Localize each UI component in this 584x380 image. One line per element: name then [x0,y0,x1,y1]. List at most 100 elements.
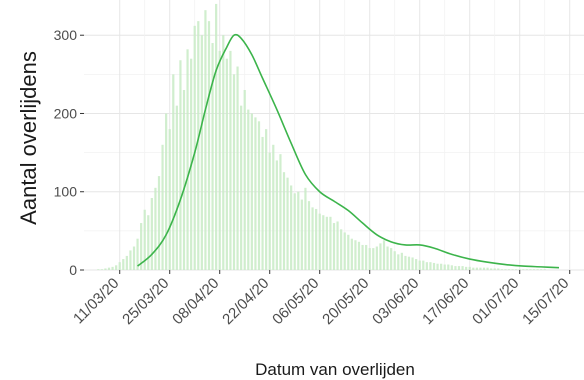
daily-bar [350,238,353,270]
daily-bar [372,248,375,270]
daily-bar [390,248,393,270]
daily-bar [375,246,378,270]
daily-bar [497,268,500,270]
daily-bar [197,21,200,271]
daily-bar [225,58,228,271]
daily-bar [532,269,536,270]
daily-bar [472,267,475,270]
daily-bar [418,260,421,270]
daily-bar [147,215,150,270]
x-tick-label: 01/07/20 [469,275,522,328]
daily-bar [425,262,428,270]
daily-bar [279,154,282,270]
daily-bar [404,255,407,270]
daily-bar [300,199,303,270]
daily-bar [204,10,207,270]
daily-bar [475,267,478,270]
daily-bar [250,113,253,270]
daily-bar [168,129,171,270]
daily-bar [386,246,389,270]
daily-bar [482,267,486,270]
daily-bar [297,191,300,270]
daily-bar [222,35,225,270]
daily-bar [325,216,328,270]
daily-bar [332,223,336,270]
daily-bar [129,250,132,270]
daily-bar [343,232,346,270]
daily-bar [543,269,546,270]
daily-bar [265,129,268,270]
x-axis: 11/03/2025/03/2008/04/2022/04/2006/05/20… [70,270,573,328]
daily-bar [304,187,307,270]
daily-bar [186,49,189,270]
daily-bar [193,25,196,271]
daily-bar [318,213,321,270]
daily-bar [329,216,332,270]
daily-bar [282,172,286,270]
daily-bar [240,105,243,270]
daily-bar [357,241,361,270]
daily-bar [236,66,239,271]
daily-bar [268,152,271,270]
daily-bar [536,269,539,270]
x-tick-label: 22/04/20 [219,275,272,328]
daily-bar [393,251,396,270]
daily-bar [368,248,371,270]
daily-bar [397,254,400,270]
daily-bar [340,229,343,270]
daily-bar [107,267,111,270]
daily-bar [215,3,218,270]
daily-bar [461,266,464,270]
daily-bar [522,269,525,270]
daily-bar [422,260,425,270]
x-tick-label: 20/05/20 [319,275,372,328]
daily-bar [525,269,528,270]
daily-bar [254,117,257,271]
x-tick-label: 15/07/20 [519,275,572,328]
daily-bar [165,113,168,270]
daily-bar [136,238,139,270]
daily-bar [436,263,439,270]
daily-bar [504,269,507,270]
x-tick-label: 03/06/20 [369,275,422,328]
daily-bar [411,257,414,270]
daily-bar [229,50,232,270]
daily-bar [97,269,100,270]
daily-bar [529,269,532,270]
daily-bar [243,90,246,270]
daily-bar [275,160,278,270]
daily-bar [232,74,236,270]
daily-bar [486,267,489,270]
bars-layer [97,3,546,271]
daily-bar [515,269,518,270]
y-tick-label: 0 [69,262,77,278]
daily-bar [257,121,261,270]
x-tick-label: 06/05/20 [269,275,322,328]
daily-bar [450,265,453,270]
daily-bar [465,266,468,270]
y-axis: 0 100 200 300 [54,27,84,278]
daily-bar [161,144,164,270]
daily-bar [290,185,293,270]
daily-bar [182,90,186,270]
daily-bar [382,240,386,270]
daily-bar [311,207,314,270]
daily-bar [540,269,543,270]
daily-bar [100,269,103,270]
daily-bar [293,193,296,270]
trend-layer [137,33,560,269]
daily-bar [172,74,175,270]
daily-bar [507,269,511,270]
daily-bar [454,266,457,270]
daily-bar [272,144,275,270]
daily-bar [500,269,503,270]
daily-bar [307,201,311,270]
y-tick-label: 200 [54,105,78,121]
daily-bar [429,262,432,270]
daily-bar [261,136,264,270]
daily-bar [104,268,107,270]
daily-bar [457,266,461,270]
daily-bar [493,268,496,270]
y-tick-label: 100 [54,184,78,200]
